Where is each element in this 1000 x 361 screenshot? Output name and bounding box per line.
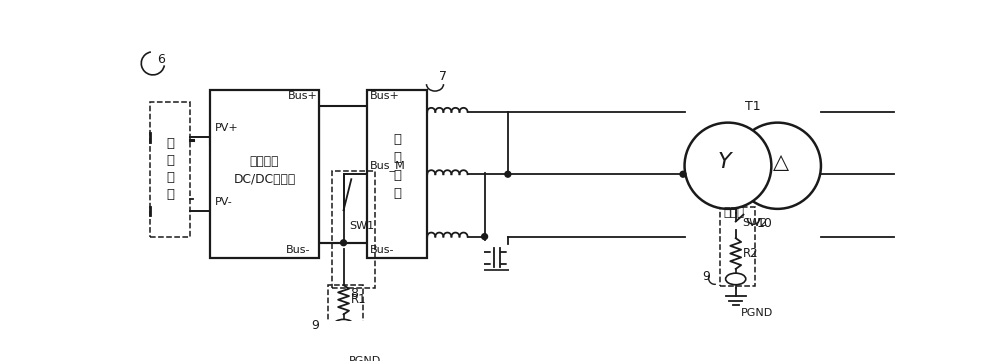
- Text: PV+: PV+: [215, 123, 239, 133]
- Text: SW2: SW2: [742, 218, 767, 228]
- Bar: [150, 102, 190, 236]
- Circle shape: [482, 234, 488, 239]
- Text: PGND: PGND: [741, 308, 773, 318]
- Text: 6: 6: [158, 53, 165, 66]
- Text: R1: R1: [351, 293, 366, 306]
- Text: Bus_M: Bus_M: [370, 160, 406, 171]
- Circle shape: [734, 123, 821, 209]
- Ellipse shape: [726, 273, 746, 285]
- Ellipse shape: [333, 319, 354, 331]
- Text: 7: 7: [439, 70, 447, 83]
- Circle shape: [685, 123, 771, 209]
- Text: PGND: PGND: [349, 356, 381, 361]
- Text: Bus+: Bus+: [288, 91, 318, 101]
- Text: SW1: SW1: [350, 221, 375, 231]
- Text: 共正族的
DC/DC变换器: 共正族的 DC/DC变换器: [233, 155, 296, 186]
- Text: 光
伏
组
串: 光 伏 组 串: [166, 137, 174, 201]
- Text: R2: R2: [743, 247, 758, 260]
- Text: Bus-: Bus-: [286, 245, 311, 255]
- Circle shape: [505, 171, 511, 177]
- Text: Y: Y: [717, 152, 731, 172]
- Text: 9: 9: [311, 319, 319, 332]
- Text: PV-: PV-: [215, 196, 233, 206]
- Text: 中性点: 中性点: [724, 206, 745, 219]
- Text: 10: 10: [757, 217, 772, 230]
- Text: 8: 8: [350, 287, 358, 300]
- Text: Bus-: Bus-: [370, 245, 394, 255]
- Bar: [328, 285, 363, 332]
- Bar: [332, 171, 375, 288]
- Text: T1: T1: [745, 100, 761, 113]
- Bar: [720, 207, 755, 286]
- Circle shape: [680, 171, 686, 177]
- Bar: [210, 90, 319, 258]
- Circle shape: [341, 240, 346, 246]
- Bar: [367, 90, 427, 258]
- Text: △: △: [773, 152, 789, 172]
- Text: 9: 9: [702, 270, 710, 283]
- Text: Bus+: Bus+: [370, 91, 400, 101]
- Text: 逆
变
单
元: 逆 变 单 元: [393, 133, 401, 200]
